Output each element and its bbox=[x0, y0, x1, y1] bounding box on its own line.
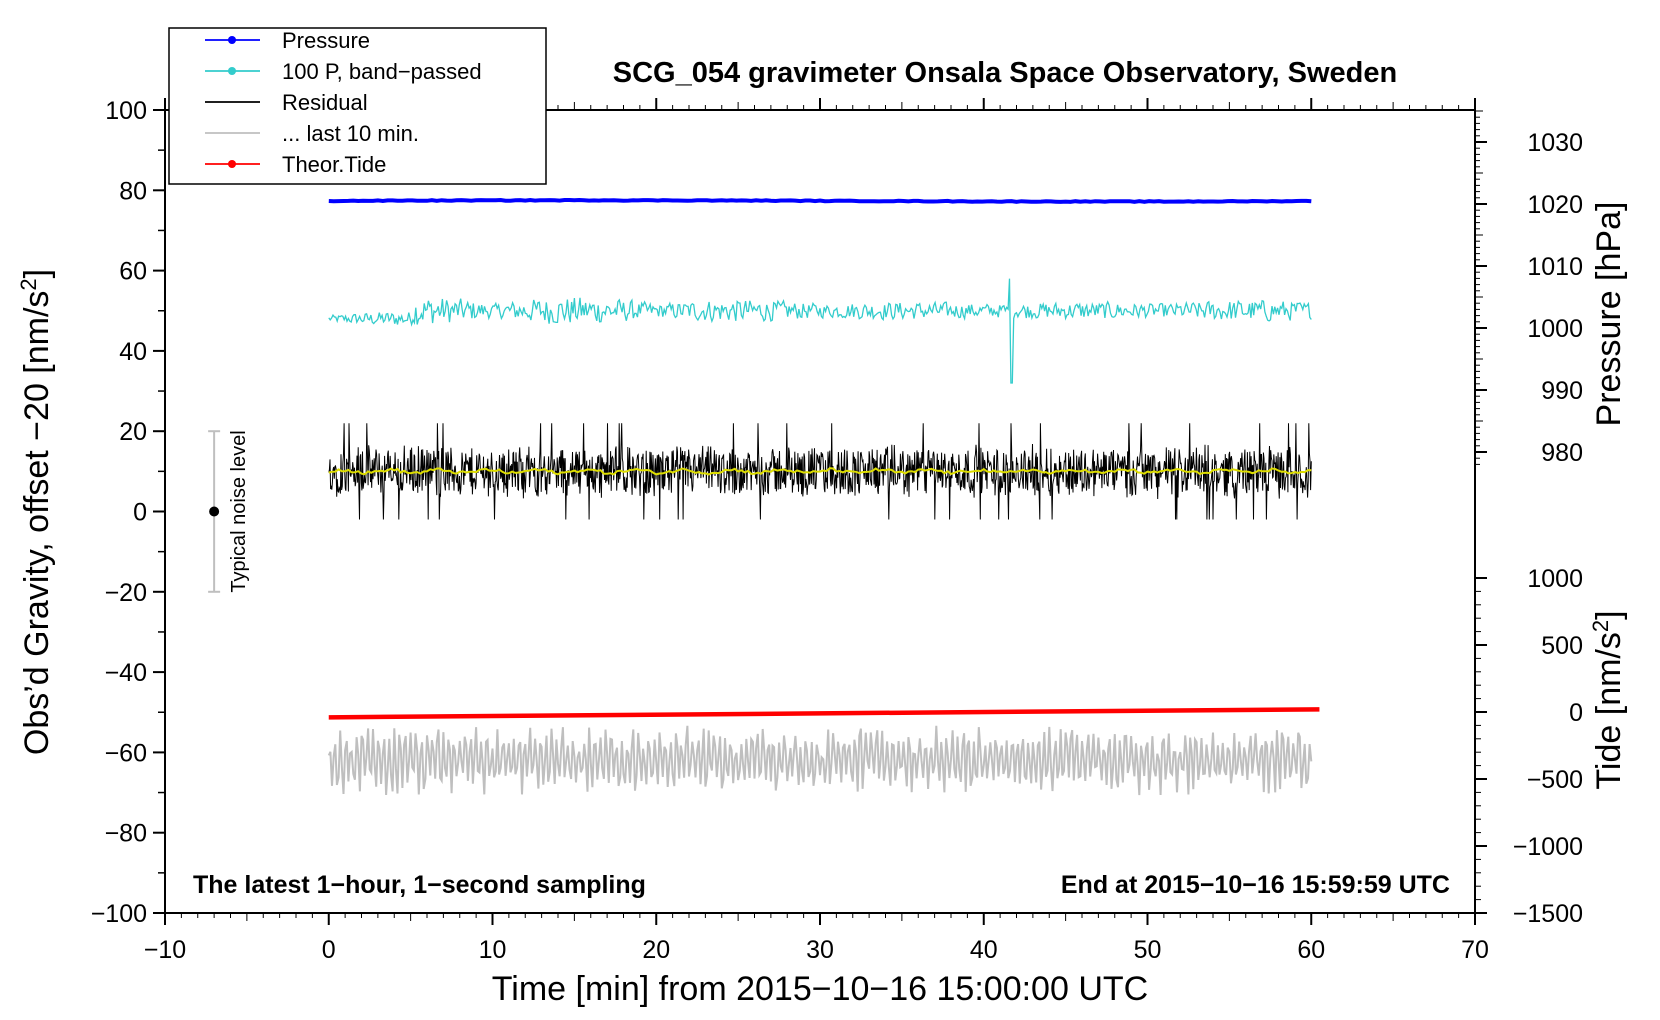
y-tick-label: 40 bbox=[119, 338, 147, 366]
y-tick-label: −80 bbox=[105, 820, 147, 848]
legend-label: Residual bbox=[282, 90, 368, 115]
tide-tick-label: 1000 bbox=[1527, 565, 1583, 593]
legend: Pressure 100 P, band−passed Residual ... la… bbox=[168, 27, 547, 185]
y-axis-label-pressure: Pressure [hPa] bbox=[1590, 202, 1628, 427]
x-tick-label: 20 bbox=[642, 936, 670, 964]
series-pressure-line bbox=[328, 197, 1312, 204]
pressure-tick-label: 1030 bbox=[1527, 129, 1583, 157]
y-axis-label-left-main: Obs’d Gravity, offset −20 [nm/s bbox=[18, 291, 56, 756]
tide-tick-label: 500 bbox=[1541, 632, 1583, 660]
x-tick-label: 60 bbox=[1297, 936, 1325, 964]
y-tick-label: 60 bbox=[119, 258, 147, 286]
x-tick-label: 70 bbox=[1461, 936, 1489, 964]
legend-swatch-marker bbox=[228, 160, 236, 168]
legend-box bbox=[168, 27, 547, 185]
legend-entries: Pressure 100 P, band−passed Residual ... la… bbox=[205, 28, 482, 177]
legend-label: Theor.Tide bbox=[282, 152, 386, 177]
legend-label: ... last 10 min. bbox=[282, 121, 419, 146]
tide-tick-label: −500 bbox=[1527, 766, 1583, 794]
noise-bar-group: Typical noise level bbox=[208, 430, 250, 593]
series-tide-line bbox=[328, 707, 1320, 720]
y-axis-label-tide-sup: 2 bbox=[1588, 620, 1613, 632]
legend-label: 100 P, band−passed bbox=[282, 59, 482, 84]
y-tick-label: 100 bbox=[105, 97, 147, 125]
pressure-tick-label: 1010 bbox=[1527, 253, 1583, 281]
y-tick-label: 0 bbox=[133, 499, 147, 527]
tide-tick-label: −1000 bbox=[1513, 833, 1583, 861]
x-tick-label: 10 bbox=[479, 936, 507, 964]
legend-swatch-marker bbox=[228, 36, 236, 44]
y-axis-label-left-sup: 2 bbox=[16, 278, 41, 290]
y-tick-label: 80 bbox=[119, 177, 147, 205]
pressure-tick-label: 980 bbox=[1541, 439, 1583, 467]
tide-tick-label: −1500 bbox=[1513, 900, 1583, 928]
x-tick-label: 0 bbox=[322, 936, 336, 964]
x-axis-label: Time [min] from 2015−10−16 15:00:00 UTC bbox=[492, 970, 1148, 1008]
chart-title: SCG_054 gravimeter Onsala Space Observat… bbox=[613, 57, 1397, 89]
y-axis-label-tide-main: Tide [nm/s bbox=[1590, 632, 1628, 789]
series-bandpassed-line bbox=[328, 278, 1312, 384]
y-axis-label-tide-end: ] bbox=[1590, 610, 1628, 619]
series-layer bbox=[327, 197, 1320, 796]
legend-label: Pressure bbox=[282, 28, 370, 53]
y-axis-label-left: Obs’d Gravity, offset −20 [nm/s2] bbox=[16, 269, 56, 755]
x-tick-label: 50 bbox=[1134, 936, 1162, 964]
pressure-tick-label: 1000 bbox=[1527, 315, 1583, 343]
legend-swatch-marker bbox=[228, 67, 236, 75]
series-residual-smoothed-line bbox=[328, 467, 1312, 476]
pressure-tick-label: 1020 bbox=[1527, 191, 1583, 219]
y-tick-label: 20 bbox=[119, 418, 147, 446]
y-tick-label: −100 bbox=[91, 900, 147, 928]
pressure-tick-label: 990 bbox=[1541, 377, 1583, 405]
ticks-layer: −10 0 10 20 30 40 50 60 70100806040200−20−40−60−… bbox=[91, 97, 1583, 964]
x-tick-label: 40 bbox=[970, 936, 998, 964]
y-axis-label-left-end: ] bbox=[18, 269, 56, 278]
x-tick-label: −10 bbox=[144, 936, 186, 964]
y-tick-label: −60 bbox=[105, 739, 147, 767]
y-tick-label: −20 bbox=[105, 579, 147, 607]
y-axis-label-tide: Tide [nm/s2] bbox=[1588, 610, 1628, 789]
x-tick-label: 30 bbox=[806, 936, 834, 964]
noise-bar-dot bbox=[209, 506, 220, 517]
note-right: End at 2015−10−16 15:59:59 UTC bbox=[1061, 871, 1450, 899]
note-left: The latest 1−hour, 1−second sampling bbox=[193, 871, 646, 899]
tide-tick-label: 0 bbox=[1569, 699, 1583, 727]
noise-label: Typical noise level bbox=[228, 430, 250, 592]
series-last10min-line bbox=[327, 725, 1313, 796]
y-tick-label: −40 bbox=[105, 659, 147, 687]
